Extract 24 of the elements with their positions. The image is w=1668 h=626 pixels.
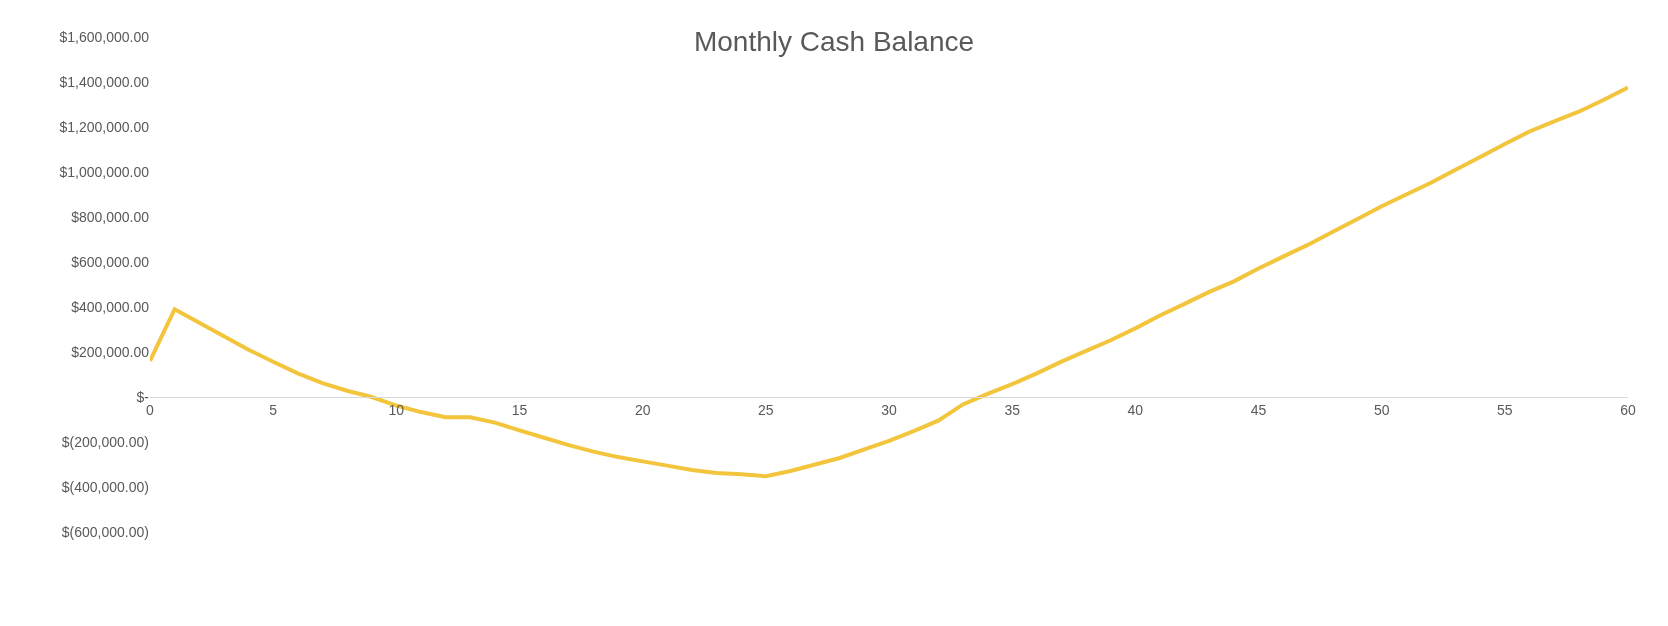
x-tick-label: 20 bbox=[634, 401, 651, 418]
y-tick-label: $1,200,000.00 bbox=[59, 118, 150, 135]
x-tick-label: 15 bbox=[511, 401, 528, 418]
x-tick-label: 60 bbox=[1620, 401, 1636, 418]
x-tick-label: 30 bbox=[881, 401, 897, 418]
y-tick-label: $1,000,000.00 bbox=[59, 163, 150, 180]
x-tick-label: 55 bbox=[1497, 401, 1513, 418]
y-tick-label: $600,000.00 bbox=[71, 253, 150, 270]
y-tick-label: $(600,000.00) bbox=[61, 523, 149, 540]
y-tick-label: $(400,000.00) bbox=[61, 478, 149, 495]
x-tick-label: 50 bbox=[1373, 401, 1390, 418]
y-tick-label: $(200,000.00) bbox=[61, 433, 149, 450]
x-tick-label: 10 bbox=[388, 401, 405, 418]
y-tick-label: $1,600,000.00 bbox=[59, 28, 150, 45]
y-tick-label: $200,000.00 bbox=[71, 343, 150, 360]
y-tick-label: $800,000.00 bbox=[71, 208, 150, 225]
chart-title: Monthly Cash Balance bbox=[693, 25, 975, 57]
x-tick-label: 40 bbox=[1127, 401, 1144, 418]
y-tick-label: $400,000.00 bbox=[71, 298, 150, 315]
x-tick-label: 5 bbox=[269, 401, 278, 418]
x-tick-label: 45 bbox=[1250, 401, 1267, 418]
y-tick-label: $1,400,000.00 bbox=[59, 73, 150, 90]
x-tick-label: 25 bbox=[758, 401, 774, 418]
x-tick-label: 35 bbox=[1004, 401, 1021, 418]
